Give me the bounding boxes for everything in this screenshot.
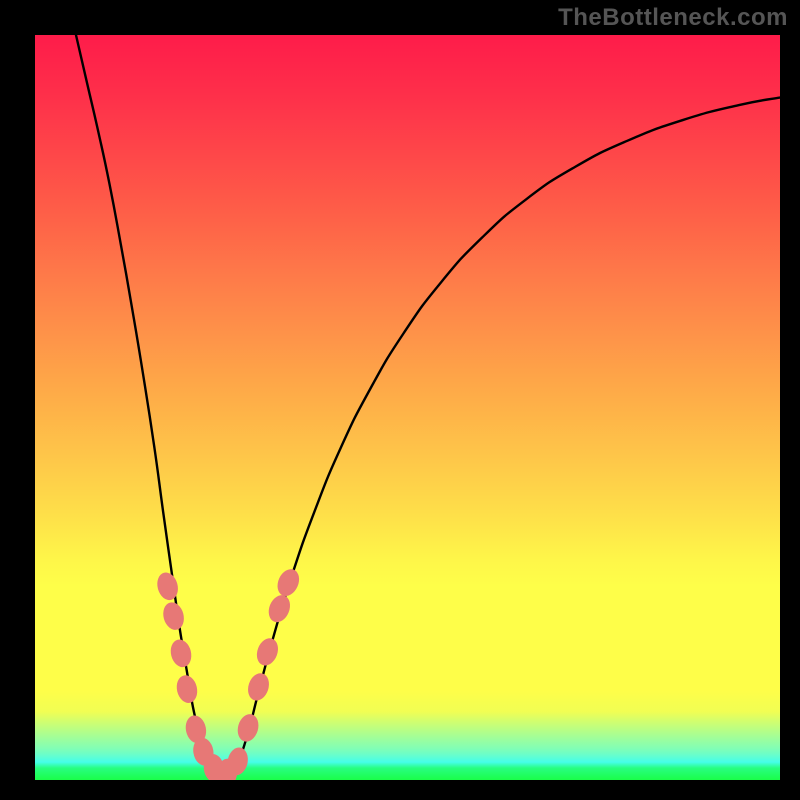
- figure-root: TheBottleneck.com: [0, 0, 800, 800]
- plot-svg: [35, 35, 780, 780]
- watermark-text: TheBottleneck.com: [558, 4, 788, 32]
- gradient-background: [35, 35, 780, 780]
- plot-area: [35, 35, 780, 780]
